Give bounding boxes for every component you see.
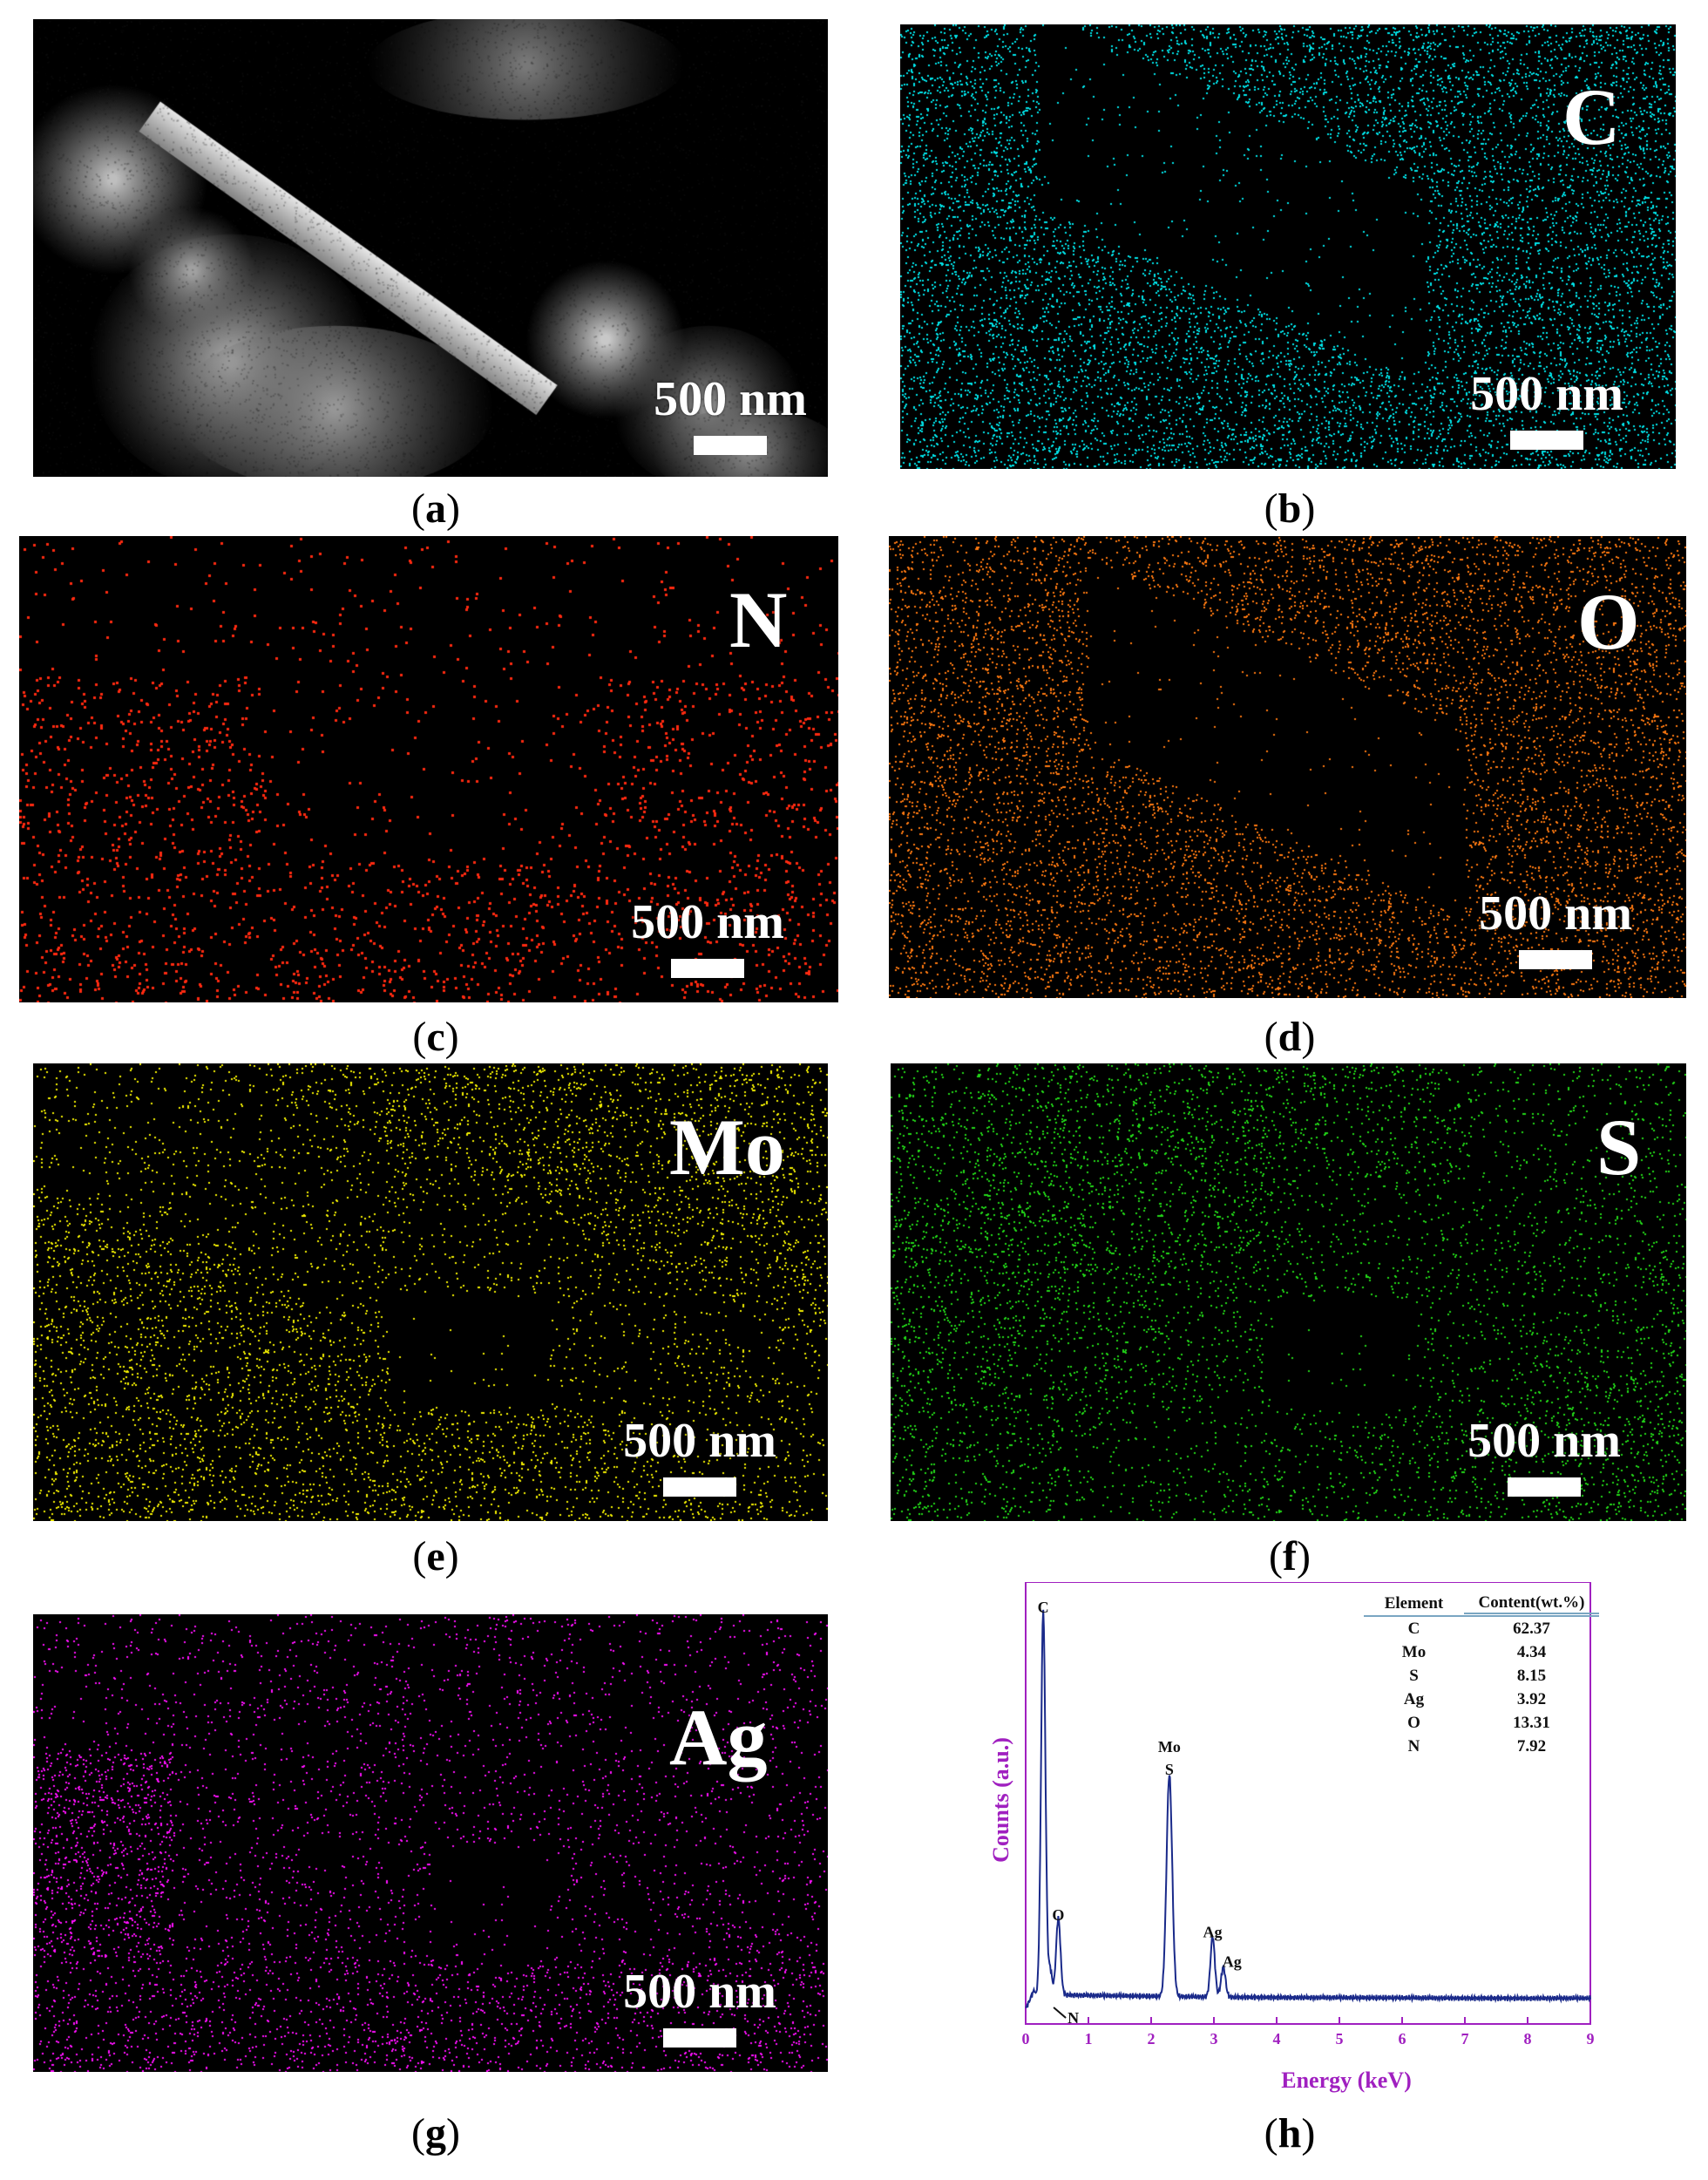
cell-element: N bbox=[1407, 1736, 1420, 1756]
x-tick-label: 5 bbox=[1336, 2030, 1344, 2048]
caption-g: (g) bbox=[411, 2110, 460, 2156]
cell-content: 3.92 bbox=[1516, 1689, 1547, 1708]
caption-d: (d) bbox=[1264, 1014, 1316, 1060]
cell-element: S bbox=[1409, 1666, 1419, 1685]
table-row: S 8.15 bbox=[1364, 1664, 1599, 1688]
plot-frame bbox=[1025, 1582, 1591, 2025]
scale-bar-line bbox=[663, 1477, 736, 1497]
peak-label: C bbox=[1038, 1599, 1049, 1616]
scale-bar: 500 nm bbox=[1460, 889, 1651, 969]
x-tick-label: 2 bbox=[1148, 2030, 1156, 2048]
caption-a: (a) bbox=[411, 486, 460, 532]
table-row: C 62.37 bbox=[1364, 1617, 1599, 1640]
scale-bar-label: 500 nm bbox=[631, 895, 784, 949]
caption-b: (b) bbox=[1264, 486, 1316, 532]
eds-map-panel-d: O 500 nm bbox=[889, 536, 1686, 998]
sem-image bbox=[33, 19, 828, 477]
peak-label: Ag bbox=[1203, 1923, 1223, 1940]
scale-bar-label: 500 nm bbox=[623, 1965, 776, 2019]
scale-bar: 500 nm bbox=[604, 1967, 796, 2048]
table-row: N 7.92 bbox=[1364, 1735, 1599, 1758]
eds-map-panel-g: Ag 500 nm bbox=[33, 1614, 828, 2072]
scale-bar-label: 500 nm bbox=[623, 1414, 776, 1468]
x-axis-ticks: 0 1 2 3 4 5 6 7 8 9 bbox=[1022, 2017, 1595, 2048]
scale-bar: 500 nm bbox=[1448, 1416, 1640, 1497]
sulfur-map bbox=[891, 1063, 1686, 1521]
eds-map-panel-f: S 500 nm bbox=[891, 1063, 1686, 1521]
peak-label: S bbox=[1165, 1761, 1174, 1778]
nitrogen-map bbox=[19, 536, 838, 1002]
scale-bar: 500 nm bbox=[634, 375, 826, 455]
table-header: Element Content(wt.%) bbox=[1364, 1592, 1599, 1617]
peak-label: Ag bbox=[1223, 1953, 1242, 1971]
composition-table: Element Content(wt.%) C 62.37 Mo 4.34 S 8.1… bbox=[1364, 1592, 1599, 1758]
x-tick-label: 6 bbox=[1399, 2030, 1406, 2048]
element-label-S: S bbox=[1596, 1103, 1642, 1192]
peak-label: Mo bbox=[1158, 1738, 1181, 1756]
table-row: O 13.31 bbox=[1364, 1711, 1599, 1735]
peak-label: N bbox=[1068, 2009, 1079, 2027]
scale-bar-label: 500 nm bbox=[1479, 886, 1632, 941]
cell-element: C bbox=[1407, 1619, 1420, 1638]
cell-content: 7.92 bbox=[1516, 1736, 1547, 1756]
x-tick-label: 8 bbox=[1524, 2030, 1532, 2048]
caption-e: (e) bbox=[412, 1533, 459, 1579]
cell-content: 13.31 bbox=[1513, 1713, 1550, 1732]
cell-content: 62.37 bbox=[1513, 1619, 1550, 1638]
x-tick-label: 4 bbox=[1273, 2030, 1281, 2048]
molybdenum-map bbox=[33, 1063, 828, 1521]
sem-image-panel-a: 500 nm bbox=[33, 19, 828, 477]
element-label-Ag: Ag bbox=[669, 1693, 768, 1782]
element-label-O: O bbox=[1577, 577, 1640, 666]
scale-bar: 500 nm bbox=[1451, 370, 1643, 450]
carbon-map bbox=[900, 24, 1676, 469]
scale-bar-label: 500 nm bbox=[1467, 1414, 1621, 1468]
scale-bar-label: 500 nm bbox=[1470, 367, 1623, 421]
eds-map-panel-c: N 500 nm bbox=[19, 536, 838, 1002]
caption-f: (f) bbox=[1269, 1533, 1311, 1579]
cell-element: O bbox=[1407, 1713, 1420, 1732]
header-element: Element bbox=[1384, 1593, 1444, 1613]
element-label-N: N bbox=[729, 575, 788, 664]
caption-h: (h) bbox=[1264, 2110, 1316, 2156]
scale-bar-line bbox=[663, 2028, 736, 2048]
cell-element: Ag bbox=[1403, 1689, 1425, 1708]
y-axis-label: Counts (a.u.) bbox=[988, 1737, 1013, 1863]
scale-bar-line bbox=[1519, 950, 1592, 969]
x-axis-label: Energy (keV) bbox=[1281, 2068, 1411, 2093]
scale-bar: 500 nm bbox=[612, 898, 803, 978]
x-tick-label: 0 bbox=[1022, 2030, 1030, 2048]
element-label-C: C bbox=[1562, 72, 1621, 161]
scale-bar-line bbox=[1508, 1477, 1581, 1497]
scale-bar-line bbox=[694, 436, 767, 455]
cell-content: 8.15 bbox=[1516, 1666, 1547, 1685]
x-tick-label: 9 bbox=[1587, 2030, 1595, 2048]
peak-label: O bbox=[1052, 1906, 1064, 1924]
silver-map bbox=[33, 1614, 828, 2072]
cell-content: 4.34 bbox=[1516, 1642, 1547, 1661]
eds-map-panel-b: C 500 nm bbox=[900, 24, 1676, 469]
scale-bar-line bbox=[1510, 431, 1583, 450]
table-row: Ag 3.92 bbox=[1364, 1688, 1599, 1711]
table-row: Mo 4.34 bbox=[1364, 1640, 1599, 1664]
x-tick-label: 3 bbox=[1210, 2030, 1218, 2048]
caption-c: (c) bbox=[412, 1014, 459, 1060]
oxygen-map bbox=[889, 536, 1686, 998]
scale-bar: 500 nm bbox=[604, 1416, 796, 1497]
x-tick-label: 7 bbox=[1461, 2030, 1469, 2048]
header-content: Content(wt.%) bbox=[1464, 1593, 1599, 1614]
scale-bar-line bbox=[671, 959, 744, 978]
element-label-Mo: Mo bbox=[669, 1103, 785, 1192]
spectrum-line bbox=[1025, 1609, 1591, 2009]
scale-bar-label: 500 nm bbox=[654, 372, 807, 426]
peak-arrow bbox=[1053, 2007, 1067, 2019]
cell-element: Mo bbox=[1401, 1642, 1427, 1661]
x-tick-label: 1 bbox=[1085, 2030, 1093, 2048]
eds-map-panel-e: Mo 500 nm bbox=[33, 1063, 828, 1521]
